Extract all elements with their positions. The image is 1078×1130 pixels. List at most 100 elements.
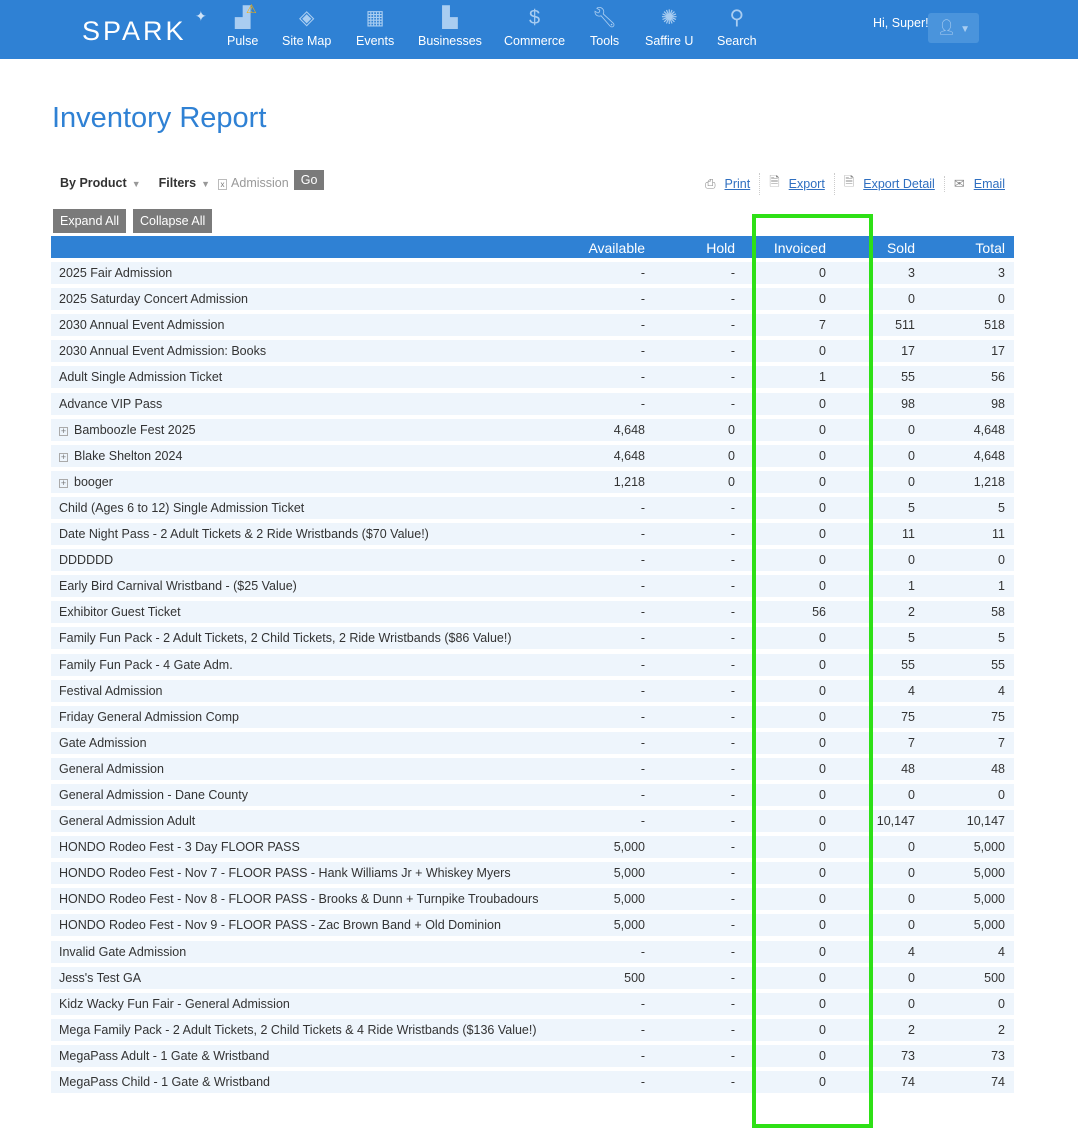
product-name: HONDO Rodeo Fest - Nov 9 - FLOOR PASS - … [59,914,501,936]
expand-row-icon[interactable]: + [59,451,68,462]
nav-label: Events [356,34,395,48]
nav-pulse[interactable]: ▟ ⚠ Pulse [227,2,258,48]
column-header-hold[interactable]: Hold [706,240,735,256]
available-cell: - [640,579,645,594]
product-name: Kidz Wacky Fun Fair - General Admission [59,993,290,1015]
available-cell: 1,218 [613,474,645,489]
invoiced-cell: 0 [819,553,826,568]
go-button[interactable]: Go [293,170,325,190]
seal-icon: ✺ [660,7,678,29]
sold-cell: 0 [908,970,915,985]
export-link[interactable]: Export [788,177,825,191]
nav-businesses[interactable]: ▙ Businesses [418,5,482,48]
product-name-label: MegaPass Adult - 1 Gate & Wristband [59,1048,270,1063]
table-row: Early Bird Carnival Wristband - ($25 Val… [51,575,1014,598]
nav-tools[interactable]: 🔧︎ Tools [590,5,619,48]
top-nav-bar: SPARK ✦ ▟ ⚠ Pulse ◈ Site Map ▦ Events ▙ Busin… [0,0,1078,59]
group-by-label: By Product [60,176,127,190]
product-name-label: Mega Family Pack - 2 Adult Tickets, 2 Ch… [59,1022,537,1037]
total-cell: 5,000 [973,840,1005,855]
expand-row-icon[interactable]: + [59,477,68,488]
invoiced-cell: 0 [819,735,826,750]
invoiced-cell: 0 [819,292,826,307]
hold-cell: - [730,344,735,359]
sold-cell: 7 [908,735,915,750]
sold-cell: 0 [908,996,915,1011]
available-cell: 4,648 [613,422,645,437]
collapse-all-button[interactable]: Collapse All [133,209,213,233]
nav-label: Commerce [504,34,566,48]
column-header-sold[interactable]: Sold [886,240,915,256]
column-header-total[interactable]: Total [975,240,1005,256]
product-name-label: Exhibitor Guest Ticket [59,605,181,620]
available-cell: - [640,761,645,776]
hold-cell: - [730,1048,735,1063]
email-action[interactable]: ✉ Email [943,176,1005,192]
spark-logo[interactable]: SPARK [82,16,187,46]
available-cell: - [640,1022,645,1037]
nav-search[interactable]: ⚲ Search [717,5,757,48]
total-cell: 98 [991,396,1005,411]
print-action[interactable]: ⎙ Print [696,176,759,192]
export-action[interactable]: 🗎︎ Export [759,173,834,195]
layers-icon: ◈ [298,7,315,29]
user-menu-button[interactable]: 👤︎ ▼ [928,13,979,43]
nav-events[interactable]: ▦ Events [356,5,394,48]
export-detail-action[interactable]: 🗎︎ Export Detail [833,173,944,195]
search-icon: ⚲ [729,7,745,29]
print-link[interactable]: Print [724,177,751,191]
logo-sparkle-icon: ✦ [195,8,207,24]
expand-row-icon[interactable]: + [59,425,68,436]
product-name-label: MegaPass Child - 1 Gate & Wristband [59,1075,270,1089]
invoiced-cell: 0 [819,344,826,359]
column-header-invoiced[interactable]: Invoiced [773,240,826,256]
table-row: General Admission - Dane County - - 0 0 0 [51,783,1014,806]
product-name-label: Jess's Test GA [59,970,142,985]
nav-label: Search [717,34,757,48]
table-row: HONDO Rodeo Fest - Nov 7 - FLOOR PASS - … [51,862,1014,885]
total-cell: 1,218 [973,474,1005,489]
hold-cell: - [730,631,735,646]
invoiced-cell: 0 [819,814,826,829]
total-cell: 55 [991,657,1005,672]
page-title: Inventory Report [52,102,267,134]
printer-icon: ⎙ [705,176,716,191]
filters-dropdown[interactable]: Filters ▼ [159,176,210,190]
available-cell: - [640,814,645,829]
product-name: Friday General Admission Comp [59,706,239,728]
invoiced-cell: 0 [819,787,826,802]
remove-filter-icon[interactable]: x [218,179,228,190]
invoiced-cell: 0 [819,527,826,542]
sold-cell: 98 [901,396,915,411]
total-cell: 4 [998,683,1005,698]
table-row: Adult Single Admission Ticket - - 1 55 56 [51,366,1014,389]
column-header-available[interactable]: Available [588,240,645,256]
hold-cell: - [730,553,735,568]
hold-cell: 0 [728,474,735,489]
nav-saffire-u[interactable]: ✺ Saffire U [645,5,693,48]
table-row: Exhibitor Guest Ticket - - 56 2 58 [51,601,1014,624]
total-cell: 75 [991,709,1005,724]
nav-commerce[interactable]: $ Commerce [504,5,565,48]
expand-all-button[interactable]: Expand All [53,209,127,233]
table-row: Friday General Admission Comp - - 0 75 75 [51,705,1014,728]
table-row: + Blake Shelton 2024 4,648 0 0 0 4,648 [51,444,1014,467]
sold-cell: 511 [895,318,915,333]
export-detail-link[interactable]: Export Detail [863,177,935,191]
available-cell: - [640,631,645,646]
table-row: MegaPass Child - 1 Gate & Wristband - - 0 74… [51,1071,1014,1093]
available-cell: - [640,292,645,307]
email-link[interactable]: Email [973,177,1005,191]
chevron-down-icon: ▼ [960,24,971,35]
nav-site-map[interactable]: ◈ Site Map [282,5,331,48]
product-name: Adult Single Admission Ticket [59,366,222,388]
hold-cell: 0 [728,422,735,437]
sold-cell: 0 [908,866,915,881]
invoiced-cell: 0 [819,970,826,985]
group-by-dropdown[interactable]: By Product ▼ [60,176,141,190]
caret-down-icon: ▼ [201,179,211,189]
hold-cell: - [730,527,735,542]
available-cell: - [640,657,645,672]
hold-cell: - [730,761,735,776]
table-row: Child (Ages 6 to 12) Single Admission Ti… [51,496,1014,519]
